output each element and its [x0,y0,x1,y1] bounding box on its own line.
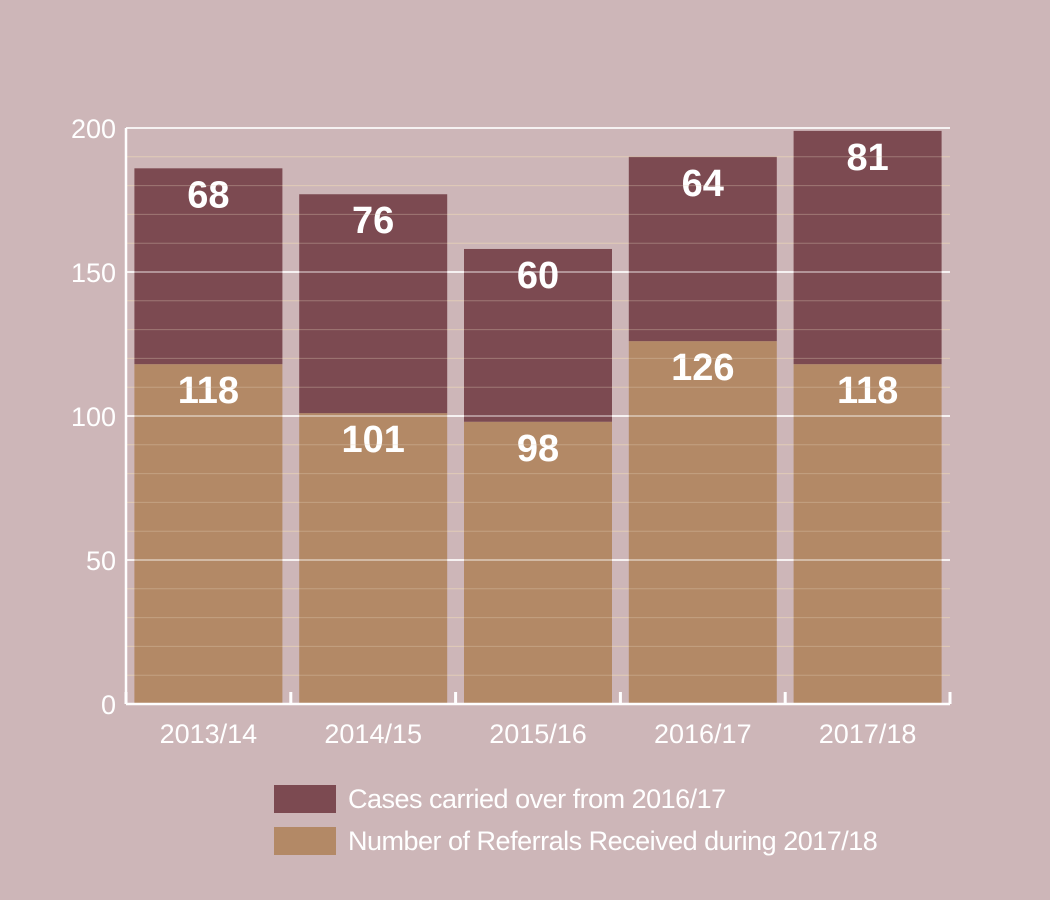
data-label-referrals: 118 [837,370,898,412]
data-label-referrals: 118 [178,370,239,412]
bar-referrals [793,364,942,704]
data-label-carried-over: 64 [682,163,724,205]
legend-item-carried-over: Cases carried over from 2016/17 [274,778,877,820]
y-tick-label: 50 [86,546,116,576]
x-tick-label: 2015/16 [489,719,587,749]
data-label-referrals: 101 [341,419,404,461]
data-label-referrals: 98 [517,428,559,470]
bar-carried-over [134,168,283,365]
legend-label-carried-over: Cases carried over from 2016/17 [348,783,726,814]
legend-item-referrals: Number of Referrals Received during 2017… [274,820,878,862]
data-label-carried-over: 68 [187,174,229,216]
bar-referrals [628,341,777,704]
bar-carried-over [464,248,612,422]
data-label-referrals: 126 [671,347,734,389]
bar-referrals [134,364,283,704]
legend-label-referrals: Number of Referrals Received during 2017… [348,825,878,856]
legend-swatch-referrals [274,827,336,855]
data-label-carried-over: 60 [517,255,559,297]
y-tick-label: 100 [71,402,116,432]
bar-referrals [299,413,448,704]
data-label-carried-over: 76 [352,200,394,242]
bar-carried-over [628,156,777,342]
x-tick-label: 2014/15 [324,719,422,749]
y-tick-label: 0 [101,690,116,720]
legend: Cases carried over from 2016/17 Number o… [274,778,878,862]
x-tick-label: 2017/18 [819,719,917,749]
y-tick-label: 200 [71,114,116,144]
bar-carried-over [299,194,448,414]
x-tick-label: 2013/14 [160,719,258,749]
x-tick-label: 2016/17 [654,719,752,749]
bar-referrals [464,421,612,704]
bar-carried-over [793,130,942,365]
y-tick-label: 150 [71,258,116,288]
legend-swatch-carried-over [274,785,336,813]
data-label-carried-over: 81 [846,137,888,179]
